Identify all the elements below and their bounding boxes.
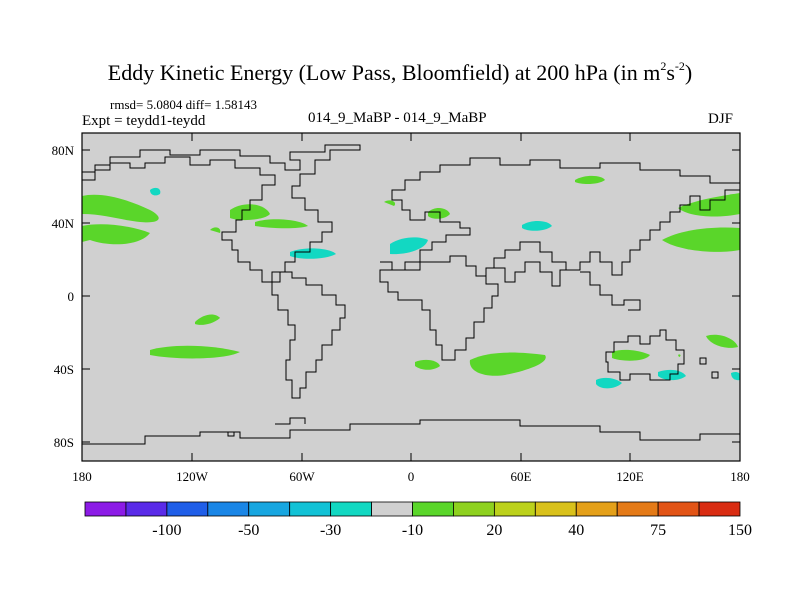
colorbar [84, 501, 741, 517]
lat-label-40s: 40S [54, 362, 74, 377]
map-background [82, 133, 740, 461]
lon-label-120w: 120W [176, 469, 209, 484]
colorbar-swatch [493, 501, 536, 517]
colorbar-swatch [207, 501, 250, 517]
map-layer [82, 144, 740, 445]
season-label: DJF [708, 111, 734, 127]
lon-label-180w: 180 [72, 469, 92, 484]
lat-ticks [82, 149, 740, 443]
colorbar-label: -100 [152, 522, 181, 539]
lon-label-0: 0 [408, 469, 415, 484]
colorbar-swatch [166, 501, 209, 517]
lat-label-40n: 40N [52, 216, 75, 231]
plot-title: Eddy Kinetic Energy (Low Pass, Bloomfiel… [107, 58, 693, 85]
lat-label-80n: 80N [52, 143, 75, 158]
colorbar-swatch [248, 501, 291, 517]
negative-anomaly-regions [150, 187, 740, 389]
colorbar-label: -10 [402, 522, 423, 539]
case-label: 014_9_MaBP - 014_9_MaBP [308, 110, 487, 126]
colorbar-label: 20 [486, 522, 502, 539]
colorbar-label: -30 [320, 522, 341, 539]
lat-label-80s: 80S [54, 435, 74, 450]
stats-text: rmsd= 5.0804 diff= 1.58143 [110, 97, 257, 112]
lon-label-120e: 120E [616, 469, 644, 484]
lon-label-60w: 60W [289, 469, 315, 484]
colorbar-swatch [657, 501, 700, 517]
colorbar-labels: -100 -50 -30 -10 20 40 75 150 [152, 522, 752, 539]
coastlines [82, 144, 740, 445]
lon-ticks [191, 133, 631, 461]
colorbar-label: 150 [728, 522, 752, 539]
colorbar-swatch [534, 501, 577, 517]
colorbar-swatch [575, 501, 618, 517]
experiment-label: Expt = teydd1-teydd [82, 113, 206, 129]
colorbar-swatch [289, 501, 332, 517]
colorbar-swatch [371, 501, 413, 517]
colorbar-swatch [616, 501, 659, 517]
lat-label-0: 0 [68, 289, 75, 304]
colorbar-swatch [698, 501, 741, 517]
lon-label-180e: 180 [730, 469, 750, 484]
colorbar-swatch [412, 501, 454, 517]
colorbar-label: 75 [650, 522, 666, 539]
positive-anomaly-regions [82, 175, 740, 376]
lon-label-60e: 60E [511, 469, 532, 484]
colorbar-swatch [125, 501, 168, 517]
colorbar-swatch [84, 501, 127, 517]
colorbar-swatch [453, 501, 495, 517]
colorbar-swatch [330, 501, 372, 517]
colorbar-label: 40 [568, 522, 584, 539]
colorbar-label: -50 [238, 522, 259, 539]
